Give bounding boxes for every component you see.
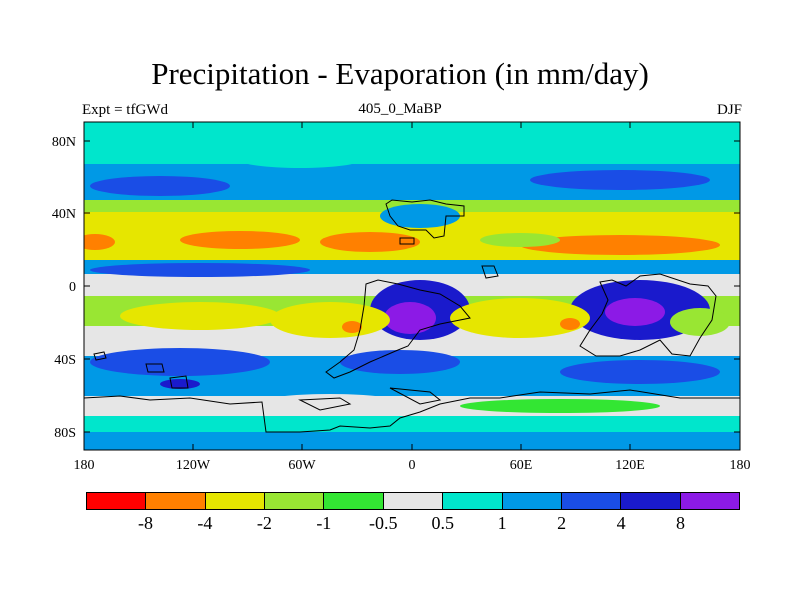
colorbar-swatch: [146, 493, 206, 509]
colorbar-label: 2: [557, 513, 567, 533]
precip-evap-field: [84, 122, 740, 450]
x-tick-label: 180: [730, 458, 751, 473]
colorbar-swatch: [383, 493, 444, 509]
colorbar-swatch: [443, 493, 503, 509]
colorbar-swatch: [324, 493, 384, 509]
x-tick-label: 60E: [510, 458, 533, 473]
x-tick-label: 120W: [176, 458, 211, 473]
time-period-label: 405_0_MaBP: [358, 101, 442, 117]
coastline-outlines: [83, 199, 740, 433]
colorbar-label: 8: [676, 513, 686, 533]
colorbar-label: -0.5: [369, 513, 398, 533]
colorbar-swatch: [680, 493, 739, 509]
x-tick-label: 0: [409, 458, 416, 473]
colorbar-label: -8: [137, 513, 153, 533]
y-axis-ticks: [84, 140, 740, 433]
x-axis-ticks: [83, 122, 741, 450]
x-tick-label: 60W: [288, 458, 316, 473]
colorbar-label: 4: [616, 513, 626, 533]
colorbar-swatch: [87, 493, 147, 509]
season-label: DJF: [716, 102, 742, 118]
colorbar-swatch: [205, 493, 266, 509]
colorbar-label: 1: [497, 513, 507, 533]
colorbar-label: -1: [316, 513, 332, 533]
colorbar-label: -4: [197, 513, 213, 533]
y-tick-label: 80N: [52, 135, 76, 150]
colorbar-swatch: [265, 493, 325, 509]
colorbar-swatch: [621, 493, 681, 509]
x-tick-label: 120E: [615, 458, 645, 473]
colorbar-label: -2: [256, 513, 272, 533]
y-tick-label: 40S: [54, 353, 76, 368]
colorbar-swatch: [561, 493, 622, 509]
map-title: Precipitation - Evaporation (in mm/day): [151, 56, 649, 91]
experiment-label: Expt = tfGWd: [82, 102, 168, 118]
y-tick-label: 40N: [52, 207, 76, 222]
y-tick-label: 0: [69, 280, 76, 295]
colorbar: [86, 492, 740, 510]
colorbar-swatch: [502, 493, 562, 509]
colorbar-label: 0.5: [431, 513, 454, 533]
x-tick-label: 180: [74, 458, 95, 473]
y-tick-label: 80S: [54, 426, 76, 441]
